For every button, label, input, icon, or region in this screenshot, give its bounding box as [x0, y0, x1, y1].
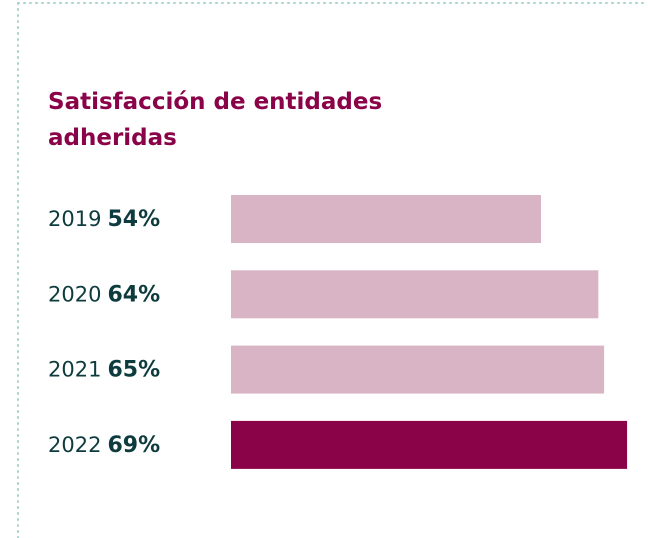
category-label: 2019: [48, 207, 101, 231]
value-label: 65%: [107, 358, 160, 383]
bar-label: 2022 69%: [48, 433, 160, 458]
bar: [231, 270, 599, 319]
category-label: 2022: [48, 433, 101, 457]
bar-label: 2020 64%: [48, 282, 160, 307]
bar-label: 2021 65%: [48, 358, 160, 383]
value-label: 54%: [107, 207, 160, 232]
chart-title: Satisfacción de entidades adheridas: [48, 89, 383, 151]
category-label: 2020: [48, 282, 101, 306]
value-label: 69%: [107, 433, 160, 458]
bar: [231, 420, 628, 469]
bar: [231, 195, 541, 243]
value-label: 64%: [107, 282, 160, 307]
bar: [231, 345, 605, 394]
category-label: 2021: [48, 358, 101, 382]
bar-label: 2019 54%: [48, 207, 160, 232]
